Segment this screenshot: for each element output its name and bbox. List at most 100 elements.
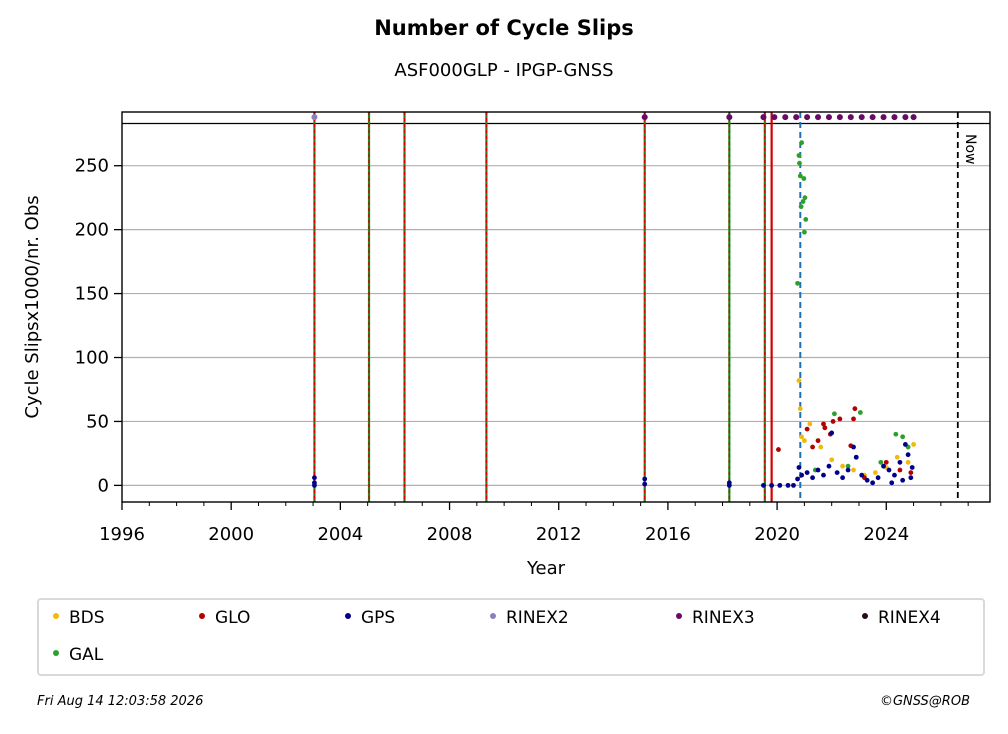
data-point-gal — [797, 173, 803, 179]
data-point-rinex3 — [910, 114, 917, 121]
plot-frame — [121, 111, 991, 503]
data-point-gps — [870, 480, 876, 486]
data-point-bds — [796, 378, 802, 383]
data-point-gps — [815, 467, 821, 473]
y-tick-label: 50 — [86, 411, 109, 432]
legend-label: RINEX3 — [692, 608, 755, 628]
data-point-gal — [796, 153, 802, 158]
data-point-rinex3 — [847, 114, 854, 121]
data-point-gps — [889, 480, 895, 486]
x-tick-label: 1996 — [99, 524, 145, 545]
data-point-gps — [785, 482, 791, 488]
chart-title: Number of Cycle Slips — [374, 16, 634, 40]
y-tick-label: 200 — [75, 220, 109, 241]
data-point-gps — [312, 482, 317, 488]
data-point-gal — [878, 459, 884, 465]
data-point-glo — [837, 416, 843, 422]
data-point-gps — [312, 475, 317, 481]
data-point-glo — [810, 444, 815, 450]
data-point-gps — [726, 482, 732, 488]
data-point-gps — [902, 442, 908, 447]
data-point-gps — [897, 459, 903, 465]
data-point-gal — [798, 204, 804, 210]
cycle-slips-plot: Now 1996 2000 2004 2008 2012 2016 2020 2024 0 50 10… — [22, 111, 991, 579]
data-point-gps — [821, 472, 826, 478]
data-point-glo — [830, 419, 836, 424]
data-point-gps — [909, 465, 915, 470]
x-tick-label: 2000 — [208, 524, 254, 545]
data-point-rinex3 — [771, 114, 778, 121]
legend-marker-gps — [345, 613, 351, 619]
data-point-gal — [799, 140, 805, 146]
data-point-gps — [834, 470, 840, 475]
y-axis-label: Cycle Slipsx1000/nr. Obs — [22, 195, 43, 418]
x-tick-label: 2008 — [427, 524, 473, 545]
data-point-glo — [776, 447, 781, 452]
data-point-gps — [892, 472, 897, 478]
data-point-gps — [864, 477, 870, 483]
data-point-gps — [845, 467, 851, 473]
data-point-gps — [881, 463, 886, 469]
data-point-glo — [851, 416, 856, 422]
data-point-rinex3 — [815, 114, 822, 121]
legend-item-glo: GLO — [199, 608, 250, 628]
now-label: Now — [962, 134, 978, 165]
data-point-rinex3 — [880, 114, 887, 121]
x-tick-label: 2016 — [645, 524, 691, 545]
data-point-bds — [872, 470, 878, 475]
data-point-gps — [642, 481, 648, 487]
data-point-rinex3 — [858, 114, 865, 121]
legend-marker-rinex4 — [862, 613, 868, 619]
legend-label: GAL — [69, 645, 104, 665]
data-point-gal — [845, 463, 851, 469]
y-tick-label: 0 — [98, 475, 109, 496]
data-point-bds — [829, 457, 835, 463]
data-point-gal — [795, 280, 800, 286]
y-tick-label: 100 — [75, 348, 109, 369]
data-point-rinex2 — [311, 114, 318, 121]
data-point-gps — [769, 482, 775, 488]
data-point-rinex3 — [641, 114, 648, 121]
x-tick-label: 2020 — [754, 524, 800, 545]
data-point-glo — [821, 421, 826, 427]
data-point-gps — [791, 482, 796, 488]
data-point-gal — [801, 229, 807, 235]
data-point-glo — [908, 470, 914, 475]
data-point-bds — [894, 454, 900, 460]
legend-marker-glo — [199, 613, 205, 619]
legend-item-rinex3: RINEX3 — [676, 608, 755, 628]
data-point-rinex3 — [804, 114, 811, 121]
data-point-rinex3 — [869, 114, 876, 121]
data-point-bds — [801, 438, 807, 444]
x-tick-label: 2024 — [863, 524, 909, 545]
data-point-gps — [796, 465, 802, 470]
legend-marker-rinex2 — [490, 613, 496, 619]
data-point-bds — [911, 442, 916, 447]
data-point-rinex3 — [902, 114, 909, 121]
legend-label: GLO — [215, 608, 251, 628]
data-point-gal — [857, 410, 863, 415]
data-point-gps — [804, 470, 810, 475]
data-point-gps — [642, 476, 648, 482]
legend-item-bds: BDS — [53, 608, 105, 628]
data-point-rinex3 — [891, 114, 898, 121]
data-point-bds — [818, 444, 824, 450]
x-tick-label: 2004 — [317, 524, 363, 545]
data-point-rinex3 — [726, 114, 733, 121]
legend-label: GPS — [361, 608, 396, 628]
data-point-gal — [803, 217, 809, 222]
data-point-gal — [797, 160, 802, 166]
legend-item-rinex2: RINEX2 — [490, 608, 569, 628]
data-point-glo — [815, 438, 821, 444]
timestamp: Fri Aug 14 12:03:58 2026 — [37, 694, 204, 709]
data-point-gps — [761, 482, 766, 488]
data-point-gal — [893, 431, 899, 437]
data-point-glo — [897, 467, 903, 473]
y-tick-label: 150 — [75, 284, 109, 305]
data-point-bds — [840, 463, 846, 469]
legend-item-gps: GPS — [345, 608, 395, 628]
data-point-glo — [852, 406, 858, 412]
x-tick-label: 2012 — [536, 524, 582, 545]
data-point-gps — [875, 475, 881, 481]
legend-marker-bds — [53, 613, 59, 619]
